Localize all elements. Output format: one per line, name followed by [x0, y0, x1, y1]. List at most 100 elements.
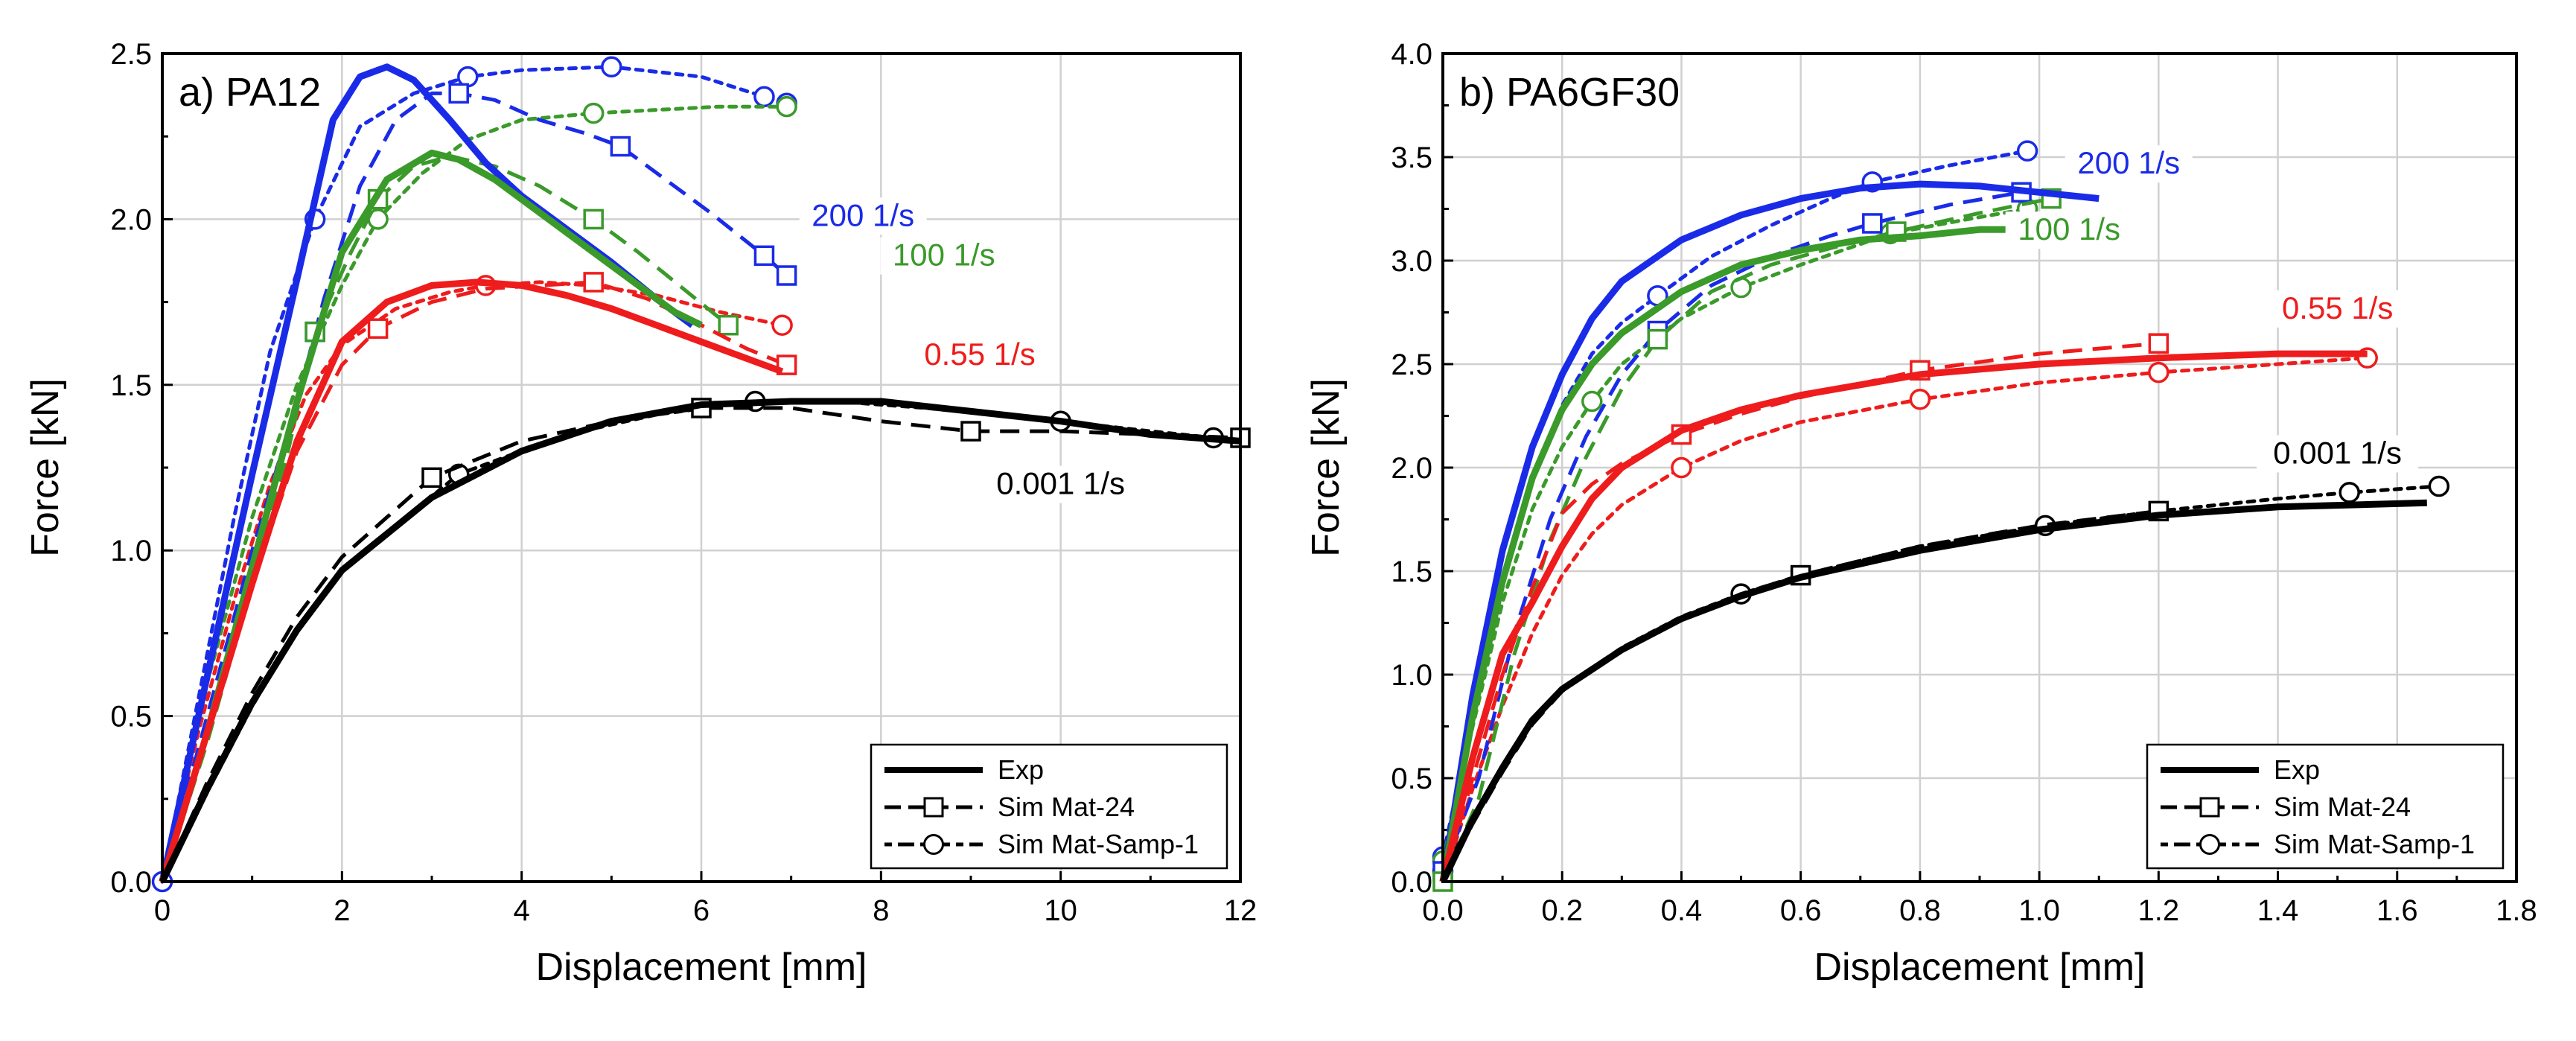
panel-b-y-tick-label: 0.5 — [1391, 763, 1432, 795]
panel-a-marker-square-100-1-s — [583, 208, 604, 230]
panel-a-rate-label-bg — [908, 337, 1053, 375]
panel-b-y-tick-label: 4.0 — [1391, 38, 1432, 71]
panel-b-x-tick-label: 0.8 — [1899, 894, 1941, 927]
panel-b-series-sim-mat-24-200-1-s — [1441, 190, 2022, 872]
panel-b-series-exp-100-1-s — [1439, 226, 2010, 882]
panel-a-series-sim-mat-24-100-1-s — [160, 154, 730, 882]
panel-b-pa6gf30: 0.0 0.2 0.4 0.6 0.8 1.0 1.2 1.4 1.6 1.8 0.0 0.5 1.0 1… — [1304, 38, 2537, 989]
panel-b-y-tick-label: 1.0 — [1391, 659, 1432, 692]
panel-a-series-exp-100-1-s — [159, 149, 703, 883]
panel-b-x-tick-label: 0.2 — [1541, 894, 1583, 927]
panel-b-series-exp-0-55-1-s — [1439, 350, 2368, 883]
legend-marker-circle — [2199, 834, 2220, 855]
panel-b-series-sim-mat-samp-1-0-55-1-s — [1441, 356, 2370, 884]
panel-b-ticks: 0.0 0.2 0.4 0.6 0.8 1.0 1.2 1.4 1.6 1.8 0.0 0.5 1.0 1… — [1391, 38, 2537, 927]
panel-b-series-exp-0-001-1-s — [1439, 499, 2427, 883]
panel-b-rate-labels: 200 1/s 100 1/s 0.55 1/s 0.001 1/s — [2005, 145, 2419, 473]
panel-b-series-sim-mat-samp-1-200-1-s — [1441, 149, 2030, 859]
panel-a-rate-label-bg — [799, 197, 927, 235]
panel-b-rate-label-bg — [2265, 290, 2410, 328]
panel-a-y-tick-label: 0.5 — [110, 701, 152, 733]
panel-a-marker-circle-100-1-s — [582, 102, 605, 124]
panel-a-marker-circle-0-55-1-s — [771, 314, 793, 336]
panel-b-x-tick-label: 0.0 — [1422, 894, 1464, 927]
panel-b-series-sim-mat-24-100-1-s — [1441, 197, 2052, 882]
panel-b-y-axis-label: Force [kN] — [1304, 378, 1348, 557]
panel-b-series — [1432, 140, 2450, 892]
panel-a-marker-square-100-1-s — [718, 314, 739, 336]
panel-a-ticks: 0 2 4 6 8 10 12 0.0 0.5 1.0 1.5 2.0 2.5 — [110, 38, 1257, 927]
panel-b-y-tick-label: 3.5 — [1391, 141, 1432, 174]
legend-marker-circle — [923, 834, 944, 855]
panel-a-marker-circle-100-1-s — [776, 95, 797, 118]
panel-a-y-tick-label: 1.0 — [110, 535, 152, 567]
panel-b-rate-label-bg — [2065, 145, 2193, 183]
panel-a-marker-square-200-1-s — [753, 245, 775, 267]
legend-marker-square — [923, 797, 944, 818]
panel-b-marker-circle-0-55-1-s — [1671, 456, 1692, 479]
panel-a-y-tick-label: 2.5 — [110, 38, 152, 71]
panel-b-x-tick-label: 1.0 — [2018, 894, 2060, 927]
panel-b-marker-circle-0-55-1-s — [2148, 361, 2169, 383]
panel-b-rate-label-0-001-1-s: 0.001 1/s — [2273, 435, 2402, 470]
panel-a-series-exp-0-55-1-s — [159, 278, 784, 883]
panel-b-marker-circle-0-55-1-s — [1909, 389, 1931, 410]
panel-a-rate-label-0-55-1-s: 0.55 1/s — [924, 337, 1035, 372]
panel-a-legend-exp: Exp — [884, 754, 1044, 785]
panel-b-y-tick-label: 2.5 — [1391, 348, 1432, 381]
panel-b-rate-label-200-1-s: 200 1/s — [2077, 145, 2180, 180]
panel-a-marker-square-0-001-1-s — [421, 467, 442, 488]
panel-b-x-axis-label: Displacement [mm] — [1814, 946, 2146, 989]
panel-a-series-sim-mat-24-200-1-s — [160, 91, 788, 882]
panel-a-x-tick-label: 4 — [514, 894, 530, 927]
panel-a-y-axis-label: Force [kN] — [24, 378, 67, 557]
panel-b-y-tick-label: 2.0 — [1391, 452, 1432, 485]
panel-b-x-tick-label: 0.6 — [1780, 894, 1822, 927]
panel-b-y-tick-label: 3.0 — [1391, 245, 1432, 278]
panel-a-marker-square-0-001-1-s — [960, 421, 981, 442]
panel-b-series-sim-mat-samp-1-100-1-s — [1441, 207, 2030, 863]
panel-a-y-tick-label: 1.5 — [110, 369, 152, 402]
panel-b-rate-label-100-1-s: 100 1/s — [2018, 211, 2120, 246]
panel-b-marker-square-100-1-s — [1647, 328, 1668, 350]
panel-b-plot-frame — [1441, 52, 2518, 883]
panel-b-marker-circle-200-1-s — [2016, 140, 2038, 162]
panel-b-legend-sim-mat-samp-1: Sim Mat-Samp-1 — [2161, 829, 2475, 859]
legend-label-exp: Exp — [998, 754, 1044, 785]
panel-a-legend-sim-mat-24: Sim Mat-24 — [884, 792, 1135, 822]
panel-a-marker-circle-200-1-s — [753, 86, 775, 108]
panel-a-x-tick-label: 12 — [1224, 894, 1257, 927]
panel-b-legend-sim-mat-24: Sim Mat-24 — [2161, 792, 2411, 822]
panel-a-x-tick-label: 6 — [693, 894, 710, 927]
panel-a-marker-square-200-1-s — [776, 265, 797, 286]
panel-b-y-tick-label: 0.0 — [1391, 866, 1432, 899]
panel-b-legend: Exp Sim Mat-24 Sim Mat-Samp-1 — [2146, 743, 2505, 870]
panel-a-plot-frame — [161, 52, 1242, 883]
panel-a-legend-sim-mat-samp-1: Sim Mat-Samp-1 — [884, 829, 1199, 859]
panel-a-rate-label-200-1-s: 200 1/s — [812, 197, 914, 232]
panel-b-marker-circle-100-1-s — [1730, 276, 1752, 299]
panel-b-title: b) PA6GF30 — [1459, 70, 1680, 115]
panel-b-marker-circle-100-1-s — [1581, 390, 1603, 413]
panel-b-marker-circle-0-001-1-s — [2339, 482, 2360, 503]
panel-a-marker-square-0-55-1-s — [367, 318, 389, 339]
legend-label-sim-mat-samp-1: Sim Mat-Samp-1 — [998, 829, 1199, 859]
panel-a-marker-square-200-1-s — [448, 83, 469, 104]
panel-b-x-tick-label: 1.8 — [2496, 894, 2537, 927]
panel-b-x-tick-label: 1.4 — [2257, 894, 2299, 927]
panel-a-x-tick-label: 0 — [154, 894, 170, 927]
panel-a-x-tick-label: 10 — [1044, 894, 1077, 927]
panel-b-x-tick-label: 1.6 — [2376, 894, 2418, 927]
panel-a-rate-label-bg — [880, 237, 1008, 275]
panel-a-series-sim-mat-samp-1-100-1-s — [160, 104, 789, 884]
legend-label-sim-mat-24: Sim Mat-24 — [998, 792, 1135, 822]
panel-a-y-tick-label: 2.0 — [110, 203, 152, 236]
panel-a-marker-square-0-55-1-s — [583, 272, 604, 293]
legend-marker-square — [2199, 797, 2220, 818]
panel-b-marker-square-0-55-1-s — [2148, 333, 2169, 354]
panel-a-marker-circle-200-1-s — [601, 56, 622, 78]
panel-a-series-exp-0-001-1-s — [159, 398, 1241, 883]
panel-a-x-axis-label: Displacement [mm] — [536, 946, 867, 989]
panel-b-series-exp-200-1-s — [1439, 180, 2100, 882]
